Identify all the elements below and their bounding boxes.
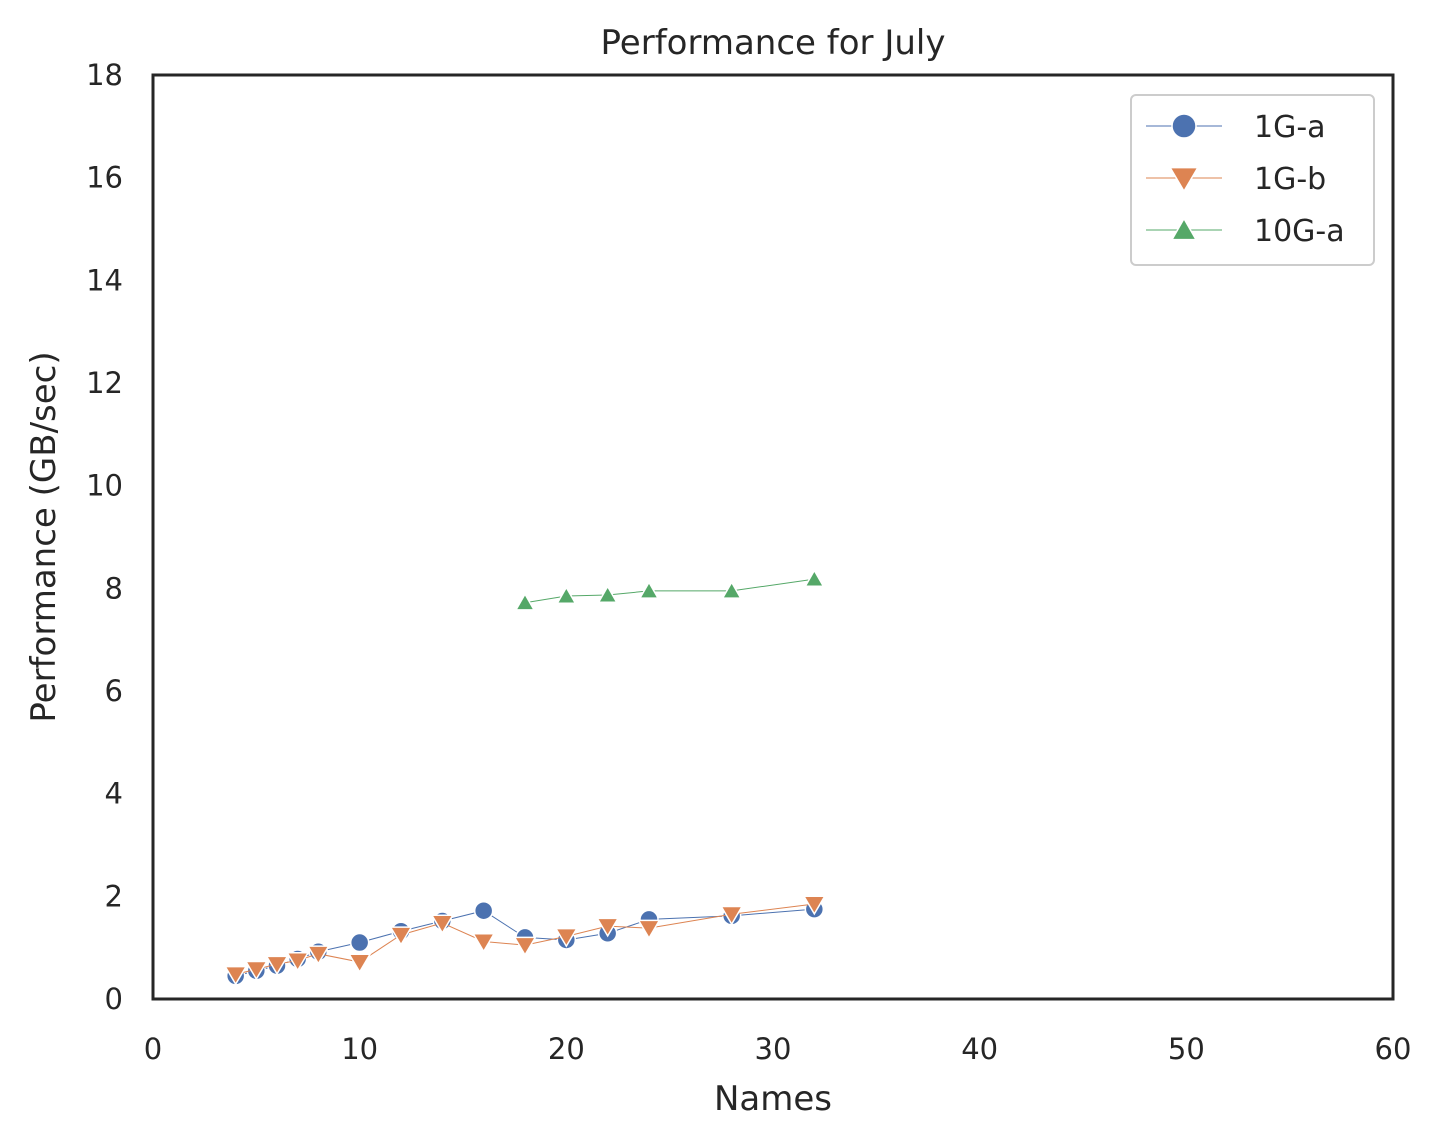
- data-point: [804, 569, 825, 588]
- series-10G-a: [514, 569, 825, 611]
- legend: 1G-a 1G-b 10G-a: [1130, 94, 1375, 266]
- data-point: [430, 914, 454, 935]
- y-axis-label: Performance (GB/sec): [24, 351, 64, 722]
- y-axis: 0 2 4 6 8 10 12 14 16 18: [86, 58, 123, 1016]
- data-point: [472, 932, 496, 953]
- legend-marker: [1171, 113, 1197, 139]
- legend-marker: [1170, 217, 1198, 241]
- x-axis: 0 10 20 30 40 50 60: [144, 1032, 1412, 1066]
- x-tick-label: 30: [755, 1032, 792, 1066]
- data-point: [554, 927, 578, 948]
- y-tick-label: 4: [105, 777, 123, 811]
- data-point: [556, 585, 577, 604]
- data-point: [514, 592, 536, 611]
- y-tick-label: 6: [105, 674, 123, 708]
- data-point: [389, 926, 413, 947]
- data-point: [513, 936, 537, 957]
- data-point: [596, 917, 620, 938]
- legend-item: 1G-b: [1146, 162, 1326, 197]
- data-point: [244, 960, 268, 981]
- data-point: [597, 584, 618, 603]
- series-line: [524, 578, 815, 604]
- y-tick-label: 8: [105, 571, 123, 605]
- legend-label: 1G-a: [1254, 110, 1326, 145]
- x-axis-label: Names: [714, 1079, 832, 1119]
- y-tick-label: 2: [105, 879, 123, 913]
- data-point: [638, 580, 660, 599]
- x-tick-label: 0: [144, 1032, 162, 1066]
- data-point: [637, 919, 661, 940]
- data-point: [721, 580, 742, 599]
- series-1G-b: [224, 895, 826, 986]
- y-tick-label: 16: [86, 161, 123, 195]
- x-tick-label: 20: [548, 1032, 585, 1066]
- y-tick-label: 14: [86, 263, 123, 297]
- data-point: [348, 953, 372, 974]
- chart-title: Performance for July: [601, 23, 946, 63]
- legend-label: 10G-a: [1254, 214, 1345, 249]
- y-tick-label: 10: [86, 469, 123, 503]
- legend-label: 1G-b: [1254, 162, 1326, 197]
- y-tick-label: 0: [105, 982, 123, 1016]
- data-point: [720, 905, 744, 926]
- legend-item: 1G-a: [1146, 110, 1326, 145]
- y-tick-label: 12: [86, 366, 123, 400]
- x-tick-label: 60: [1375, 1032, 1412, 1066]
- data-point: [286, 951, 310, 972]
- legend-marker: [1168, 166, 1200, 193]
- x-tick-label: 10: [341, 1032, 378, 1066]
- x-tick-label: 50: [1168, 1032, 1205, 1066]
- series-layer: [224, 569, 826, 986]
- y-tick-label: 18: [86, 58, 123, 92]
- data-point: [265, 955, 289, 976]
- data-point: [473, 900, 494, 921]
- legend-frame: [1130, 94, 1375, 266]
- x-tick-label: 40: [961, 1032, 998, 1066]
- legend-item: 10G-a: [1146, 214, 1345, 249]
- data-point: [349, 932, 370, 953]
- data-point: [224, 965, 248, 986]
- plot-frame: [151, 73, 1395, 1001]
- data-point: [802, 895, 826, 916]
- data-point: [306, 945, 330, 966]
